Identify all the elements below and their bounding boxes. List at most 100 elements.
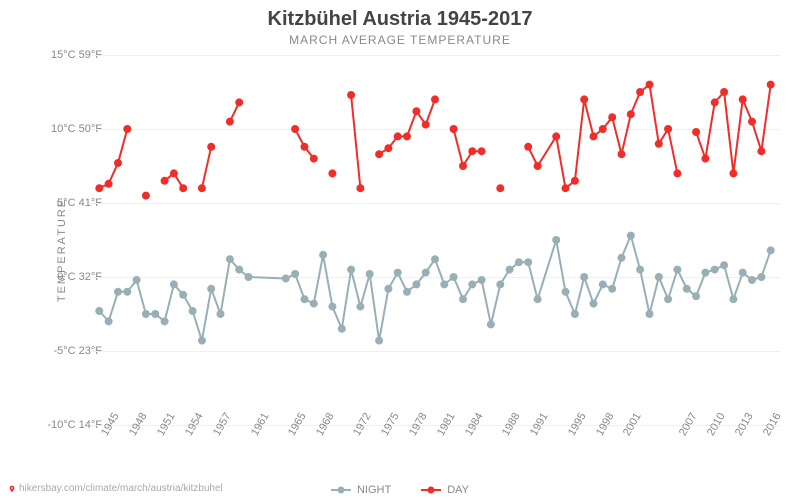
- data-point: [515, 258, 523, 266]
- data-point: [608, 113, 616, 121]
- data-point: [189, 307, 197, 315]
- data-point: [198, 337, 206, 345]
- data-point: [692, 292, 700, 300]
- data-point: [590, 300, 598, 308]
- data-point: [524, 143, 532, 151]
- data-point: [235, 98, 243, 106]
- legend-marker-day: [421, 489, 441, 491]
- data-point: [366, 270, 374, 278]
- data-point: [95, 184, 103, 192]
- data-point: [562, 184, 570, 192]
- data-point: [291, 125, 299, 133]
- legend: NIGHT DAY: [331, 484, 469, 496]
- data-point: [301, 143, 309, 151]
- chart-subtitle: MARCH AVERAGE TEMPERATURE: [0, 33, 800, 47]
- series-line: [528, 85, 677, 189]
- data-point: [646, 81, 654, 89]
- data-point: [459, 162, 467, 170]
- data-point: [226, 255, 234, 263]
- data-point: [506, 266, 514, 274]
- data-point: [739, 95, 747, 103]
- series-line: [99, 236, 770, 341]
- data-point: [552, 132, 560, 140]
- data-point: [646, 310, 654, 318]
- series-line: [454, 129, 482, 166]
- data-point: [767, 246, 775, 254]
- data-point: [487, 320, 495, 328]
- data-point: [179, 291, 187, 299]
- data-point: [338, 325, 346, 333]
- data-point: [161, 177, 169, 185]
- data-point: [683, 285, 691, 293]
- legend-label-day: DAY: [447, 484, 469, 496]
- data-point: [179, 184, 187, 192]
- data-point: [95, 307, 103, 315]
- data-point: [655, 140, 663, 148]
- data-point: [319, 251, 327, 259]
- data-point: [664, 295, 672, 303]
- series-line: [351, 95, 360, 188]
- data-point: [701, 155, 709, 163]
- chart-plot-area: [90, 55, 780, 425]
- data-point: [394, 132, 402, 140]
- data-point: [431, 255, 439, 263]
- data-point: [450, 273, 458, 281]
- data-point: [459, 295, 467, 303]
- data-point: [711, 98, 719, 106]
- data-point: [384, 144, 392, 152]
- data-point: [478, 276, 486, 284]
- data-point: [729, 169, 737, 177]
- data-point: [403, 132, 411, 140]
- data-point: [562, 288, 570, 296]
- data-point: [142, 310, 150, 318]
- data-point: [403, 288, 411, 296]
- data-point: [310, 155, 318, 163]
- data-point: [450, 125, 458, 133]
- data-point: [599, 125, 607, 133]
- data-point: [590, 132, 598, 140]
- data-point: [524, 258, 532, 266]
- data-point: [170, 169, 178, 177]
- data-point: [748, 276, 756, 284]
- data-point: [161, 317, 169, 325]
- data-point: [664, 125, 672, 133]
- data-point: [748, 118, 756, 126]
- data-point: [720, 261, 728, 269]
- data-point: [235, 266, 243, 274]
- data-point: [701, 269, 709, 277]
- data-point: [170, 280, 178, 288]
- data-point: [618, 254, 626, 262]
- data-point: [608, 285, 616, 293]
- data-point: [729, 295, 737, 303]
- data-point: [347, 266, 355, 274]
- data-point: [422, 269, 430, 277]
- data-point: [133, 276, 141, 284]
- chart-title: Kitzbühel Austria 1945-2017: [0, 0, 800, 31]
- data-point: [328, 169, 336, 177]
- legend-item-night: NIGHT: [331, 484, 391, 496]
- data-point: [627, 110, 635, 118]
- data-point: [571, 177, 579, 185]
- data-point: [412, 280, 420, 288]
- data-point: [245, 273, 253, 281]
- data-point: [301, 295, 309, 303]
- data-point: [673, 169, 681, 177]
- data-point: [282, 275, 290, 283]
- data-point: [478, 147, 486, 155]
- data-point: [347, 91, 355, 99]
- data-point: [114, 288, 122, 296]
- data-point: [384, 285, 392, 293]
- data-point: [328, 303, 336, 311]
- data-point: [757, 147, 765, 155]
- data-point: [123, 288, 131, 296]
- data-point: [422, 121, 430, 129]
- data-point: [636, 88, 644, 96]
- attribution-text: hikersbay.com/climate/march/austria/kitz…: [19, 483, 223, 494]
- data-point: [692, 128, 700, 136]
- data-point: [394, 269, 402, 277]
- data-point: [655, 273, 663, 281]
- data-point: [739, 269, 747, 277]
- legend-label-night: NIGHT: [357, 484, 391, 496]
- data-point: [114, 159, 122, 167]
- data-point: [105, 180, 113, 188]
